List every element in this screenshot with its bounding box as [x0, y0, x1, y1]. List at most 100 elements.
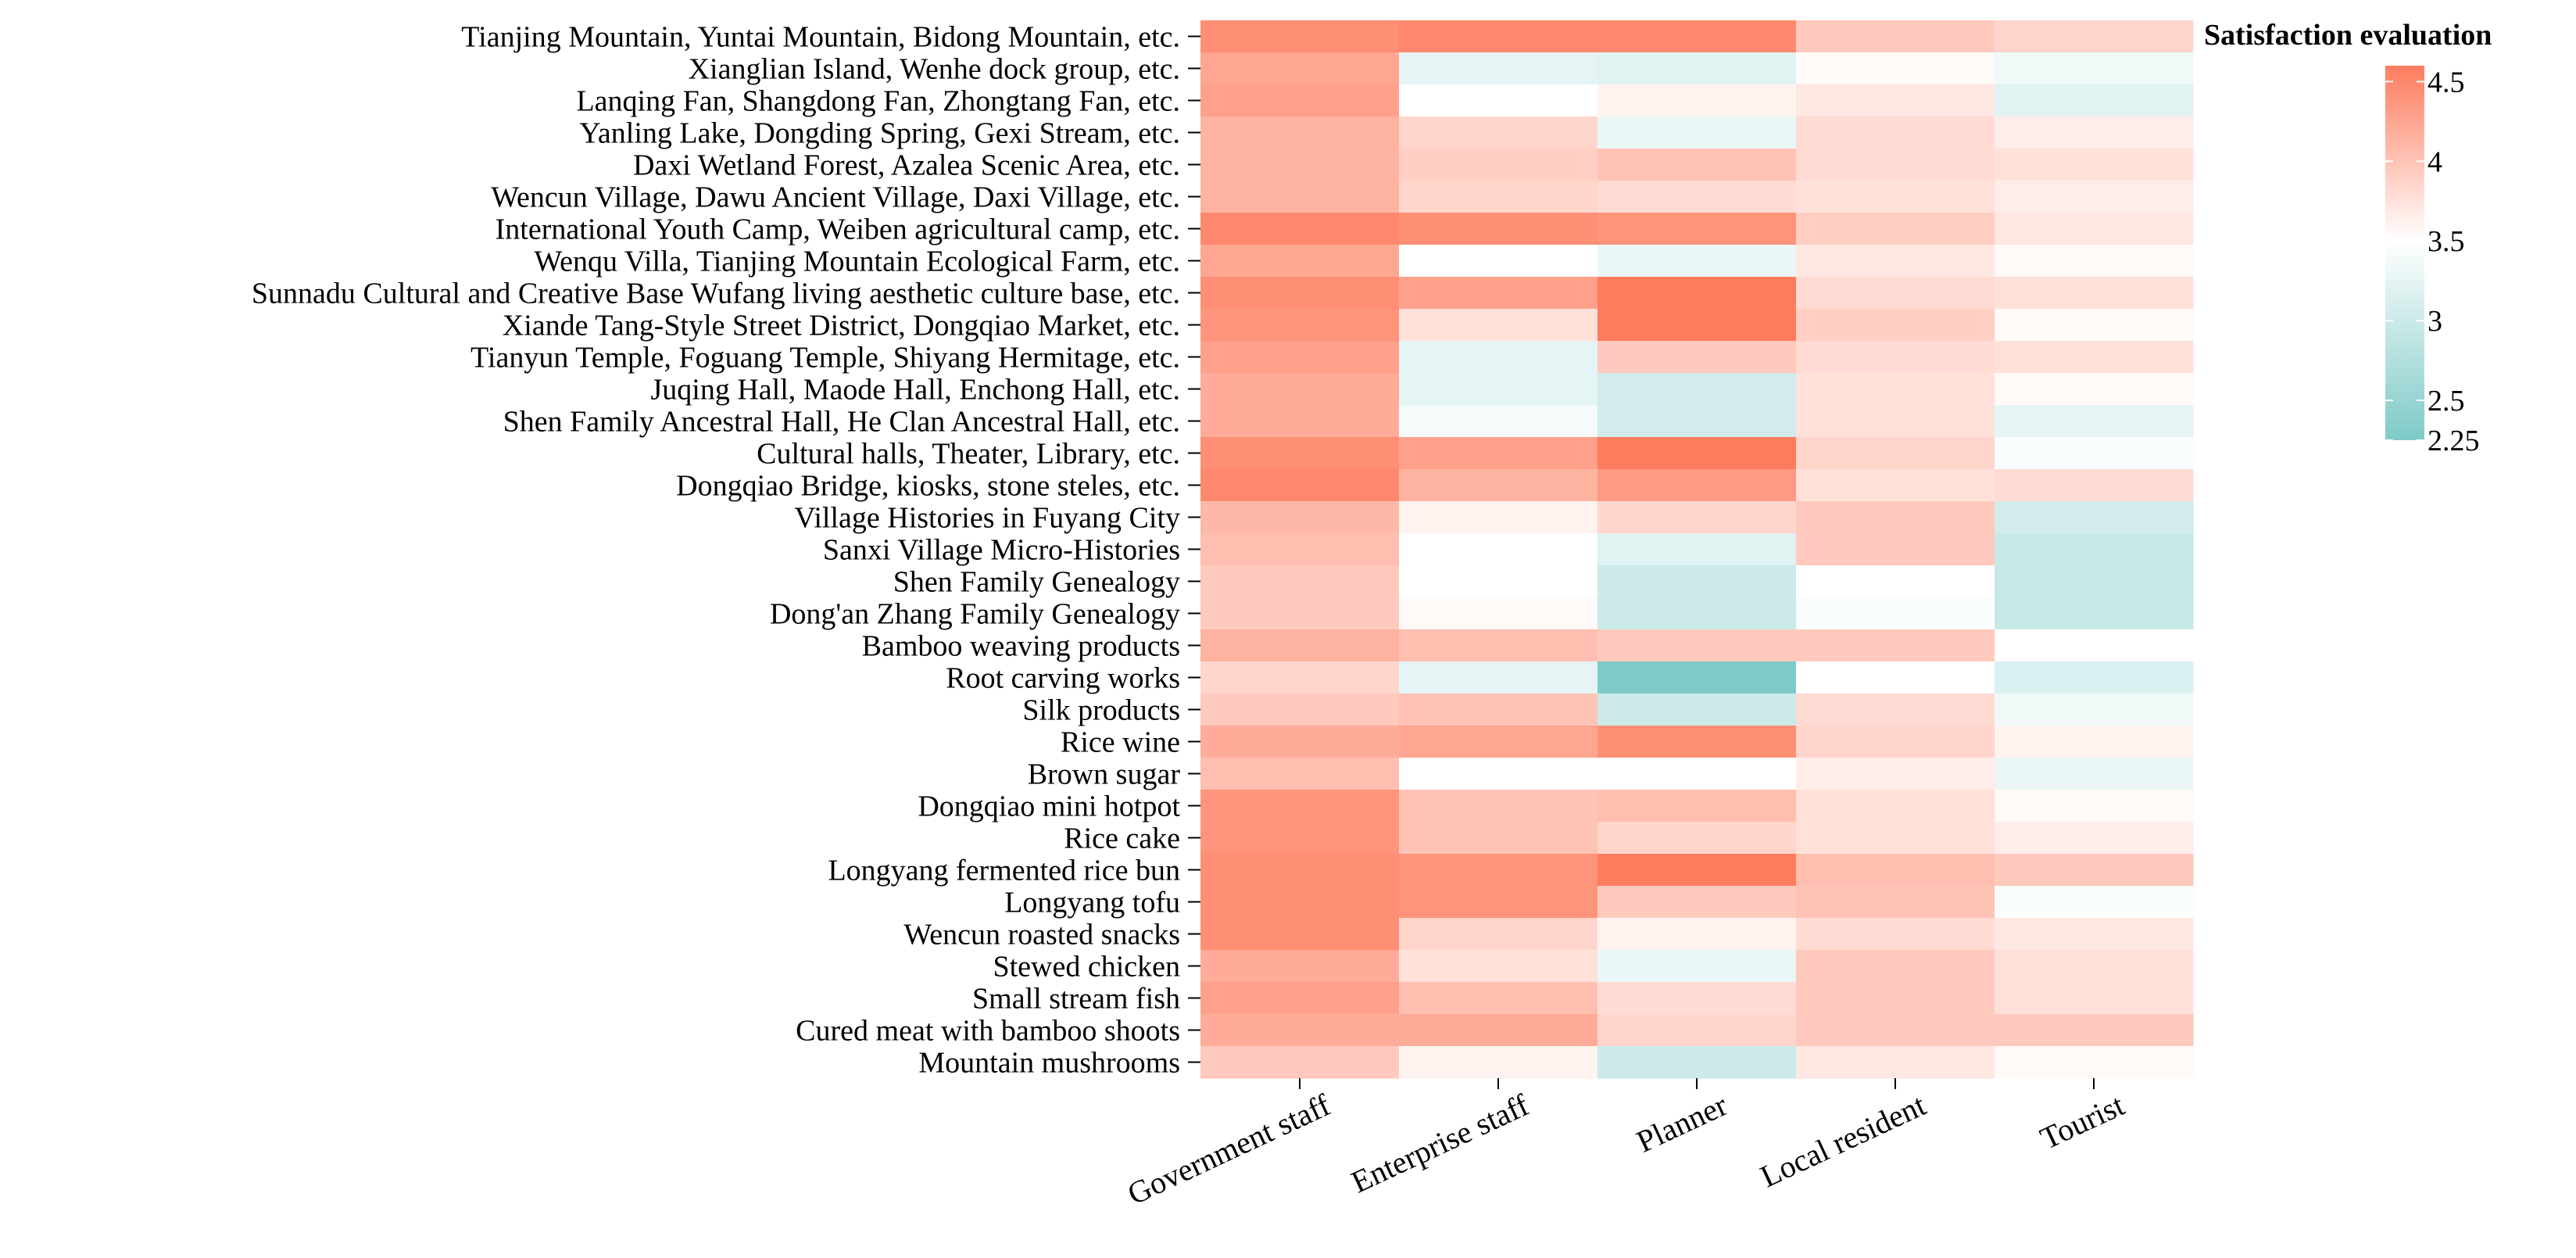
- heatmap-cell: [1995, 84, 2194, 117]
- heatmap-cell: [1200, 918, 1400, 951]
- heatmap-cell: [1995, 341, 2194, 374]
- heatmap-cell: [1597, 469, 1797, 502]
- heatmap-cell: [1200, 181, 1400, 213]
- heatmap-cell: [1597, 501, 1797, 534]
- heatmap-cell: [1597, 694, 1797, 726]
- heatmap-cell: [1597, 629, 1797, 662]
- heatmap-cell: [1399, 758, 1598, 790]
- heatmap-cell: [1796, 694, 1995, 726]
- heatmap-cell: [1796, 950, 1995, 983]
- heatmap-cell: [1796, 533, 1995, 566]
- heatmap-cell: [1399, 629, 1598, 662]
- heatmap-cell: [1796, 469, 1995, 502]
- heatmap-cell: [1597, 726, 1797, 758]
- heatmap-cell: [1597, 341, 1797, 374]
- heatmap-cell: [1399, 213, 1598, 246]
- heatmap-cell: [1399, 661, 1598, 694]
- heatmap-cell: [1796, 373, 1995, 406]
- heatmap-cell: [1995, 758, 2194, 790]
- heatmap-cell: [1200, 373, 1400, 406]
- heatmap-cell: [1200, 694, 1400, 726]
- heatmap-cell: [1399, 405, 1598, 438]
- heatmap-cell: [1995, 597, 2194, 630]
- heatmap-cell: [1597, 277, 1797, 310]
- heatmap-cell: [1995, 822, 2194, 855]
- heatmap-cell: [1200, 245, 1400, 278]
- heatmap-cell: [1399, 501, 1598, 534]
- row-label: Xianglian Island, Wenhe dock group, etc.: [689, 53, 1180, 86]
- heatmap-cell: [1597, 661, 1797, 694]
- heatmap-cell: [1597, 950, 1797, 983]
- heatmap-cell: [1995, 1014, 2194, 1047]
- column-labels: Government staff Enterprise staff Planner L…: [1122, 1087, 2130, 1212]
- row-label: Shen Family Genealogy: [893, 566, 1180, 599]
- heatmap-cells: [1200, 20, 2194, 1079]
- heatmap-cell: [1399, 886, 1598, 919]
- row-label: Silk products: [1022, 694, 1180, 727]
- heatmap-cell: [1200, 341, 1400, 374]
- heatmap-cell: [1200, 84, 1400, 117]
- heatmap-cell: [1995, 213, 2194, 246]
- heatmap-cell: [1200, 149, 1400, 181]
- heatmap-cell: [1995, 277, 2194, 310]
- heatmap-cell: [1200, 629, 1400, 662]
- heatmap-cell: [1796, 245, 1995, 278]
- legend-tick-label: 4: [2428, 145, 2442, 178]
- heatmap-cell: [1399, 982, 1598, 1015]
- row-label: Longyang fermented rice bun: [828, 855, 1180, 887]
- heatmap-cell: [1399, 437, 1598, 470]
- heatmap-cell: [1796, 790, 1995, 823]
- heatmap-cell: [1399, 950, 1598, 983]
- heatmap-cell: [1200, 277, 1400, 310]
- heatmap-cell: [1796, 1014, 1995, 1047]
- row-label: Root carving works: [946, 662, 1180, 695]
- heatmap-cell: [1399, 918, 1598, 951]
- heatmap-cell: [1995, 886, 2194, 919]
- heatmap-cell: [1200, 501, 1400, 534]
- heatmap-cell: [1399, 726, 1598, 758]
- heatmap-cell: [1399, 597, 1598, 630]
- heatmap-cell: [1597, 181, 1797, 213]
- heatmap-cell: [1399, 533, 1598, 566]
- heatmap-cell: [1796, 52, 1995, 85]
- row-label: Dongqiao Bridge, kiosks, stone steles, e…: [676, 470, 1180, 503]
- row-label: Tianyun Temple, Foguang Temple, Shiyang …: [470, 342, 1180, 375]
- heatmap-cell: [1399, 822, 1598, 855]
- heatmap-cell: [1399, 790, 1598, 823]
- row-label: Cultural halls, Theater, Library, etc.: [757, 438, 1180, 471]
- heatmap-cell: [1597, 52, 1797, 85]
- heatmap-cell: [1796, 854, 1995, 887]
- heatmap-cell: [1995, 245, 2194, 278]
- heatmap-cell: [1200, 533, 1400, 566]
- heatmap-cell: [1995, 52, 2194, 85]
- row-label: International Youth Camp, Weiben agricul…: [496, 213, 1180, 246]
- heatmap-cell: [1995, 437, 2194, 470]
- heatmap-cell: [1597, 1046, 1797, 1079]
- heatmap-cell: [1399, 469, 1598, 502]
- heatmap-cell: [1796, 437, 1995, 470]
- heatmap-cell: [1995, 790, 2194, 823]
- heatmap-cell: [1200, 790, 1400, 823]
- heatmap-cell: [1597, 309, 1797, 342]
- heatmap-cell: [1399, 20, 1598, 53]
- heatmap-cell: [1995, 694, 2194, 726]
- heatmap-cell: [1399, 373, 1598, 406]
- legend-tick-label: 2.5: [2428, 385, 2465, 418]
- row-label: Wenqu Villa, Tianjing Mountain Ecologica…: [534, 246, 1180, 278]
- heatmap-cell: [1200, 437, 1400, 470]
- heatmap-cell: [1200, 469, 1400, 502]
- heatmap-cell: [1597, 597, 1797, 630]
- heatmap-cell: [1597, 565, 1797, 598]
- heatmap-cell: [1597, 1014, 1797, 1047]
- column-label: Planner: [1631, 1087, 1733, 1159]
- heatmap-cell: [1200, 726, 1400, 758]
- heatmap-cell: [1796, 84, 1995, 117]
- legend-tick-label: 2.25: [2428, 425, 2480, 457]
- heatmap-cell: [1796, 822, 1995, 855]
- heatmap-cell: [1597, 822, 1797, 855]
- heatmap-cell: [1796, 597, 1995, 630]
- column-label: Government staff: [1122, 1087, 1336, 1212]
- heatmap-cell: [1399, 309, 1598, 342]
- row-label: Daxi Wetland Forest, Azalea Scenic Area,…: [633, 149, 1180, 182]
